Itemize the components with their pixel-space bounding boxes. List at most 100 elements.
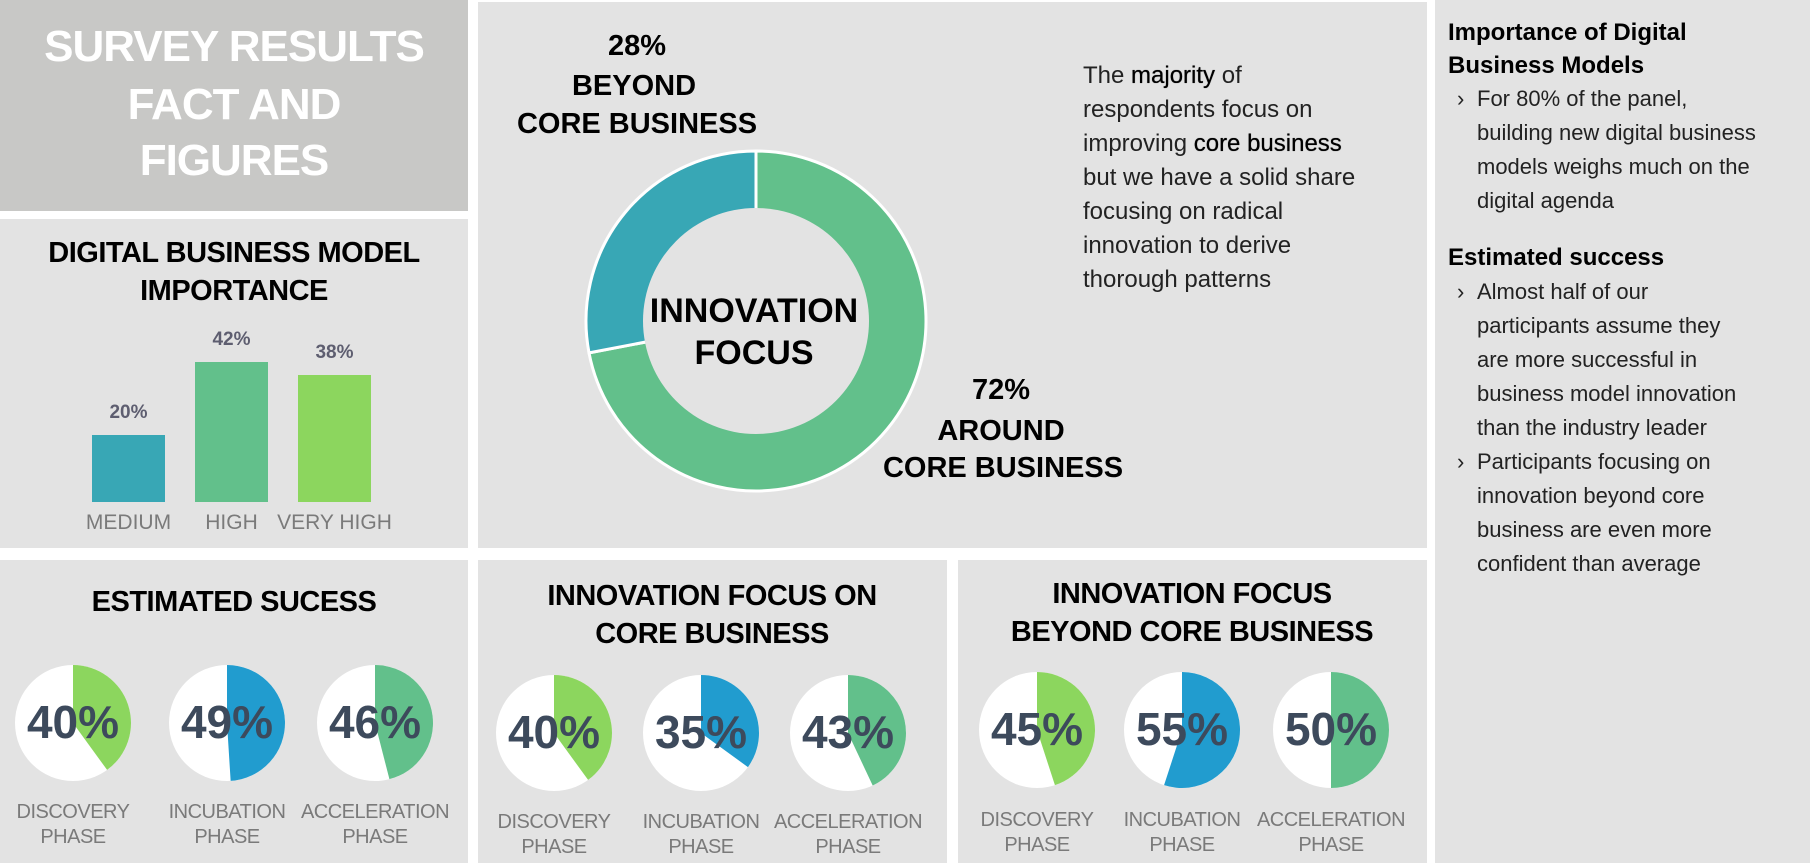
pie-panel-title: INNOVATION FOCUS (1052, 578, 1332, 610)
pie-panel-beyond-core: INNOVATION FOCUS BEYOND CORE BUSINESS 45% D… (958, 560, 1427, 863)
phase-name: DISCOVERY (497, 811, 611, 833)
phase-name: ACCELERATION (1256, 809, 1406, 831)
text: innovation to derive (1083, 232, 1292, 259)
phase-name: ACCELERATION (773, 811, 923, 833)
text: thorough patterns (1083, 266, 1272, 293)
title-line: SURVEY RESULTS (44, 22, 425, 71)
phase-suffix: PHASE (194, 826, 260, 848)
bar-chart-title: IMPORTANCE (140, 275, 328, 307)
around-label: CORE BUSINESS (882, 452, 1124, 484)
bullet-text: digital agenda (1477, 188, 1615, 213)
phase-suffix: PHASE (342, 826, 408, 848)
phase-name: DISCOVERY (16, 801, 130, 823)
pie-slice (1331, 672, 1389, 788)
bullet-text: Almost half of our (1477, 279, 1649, 304)
phase-suffix: PHASE (668, 836, 734, 858)
text: focusing on radical (1083, 198, 1284, 225)
title-line: FIGURES (139, 136, 330, 185)
pie-percent-label: 43% (801, 706, 895, 758)
bullet-text: building new digital business (1477, 120, 1756, 145)
bullet-text: models weighs much on the (1477, 154, 1750, 179)
bar-value-label: 20% (109, 402, 148, 424)
bullet-text: business are even more (1477, 517, 1712, 542)
pie-group (15, 665, 433, 781)
bullet-text: are more successful in (1477, 347, 1698, 372)
pie-slice (1037, 672, 1095, 786)
beyond-label: BEYOND (571, 70, 697, 102)
donut-hole (643, 208, 869, 434)
pie-percent-label: 40% (507, 706, 601, 758)
pie-phase-label: ACCELERATION PHASE (1256, 808, 1406, 858)
bar-high (195, 362, 268, 502)
phase-suffix: PHASE (521, 836, 587, 858)
beyond-label: CORE BUSINESS (516, 108, 758, 140)
emphasis: core business (1193, 130, 1342, 157)
text: The (1083, 62, 1132, 89)
bullet-glyph: › (1457, 86, 1465, 111)
title-box: SURVEY RESULTS FACT AND FIGURES (0, 0, 468, 211)
pie-phase-label: DISCOVERY PHASE (498, 810, 611, 860)
around-pct: 72% (971, 374, 1031, 406)
text: respondents focus on (1083, 96, 1313, 123)
phase-suffix: PHASE (1298, 834, 1364, 856)
phase-suffix: PHASE (1004, 834, 1070, 856)
bar-value-label: 38% (315, 342, 354, 364)
summary-heading: Estimated success (1448, 244, 1665, 271)
pie-group (496, 675, 906, 791)
text: improving (1083, 130, 1194, 157)
pie-panel-estimated-success: ESTIMATED SUCESS 40% DISCOVERY PHASE 49% INCU… (0, 560, 468, 863)
pie-slice (1164, 672, 1240, 788)
bullet-glyph: › (1457, 449, 1465, 474)
pie-panel-core-business: INNOVATION FOCUS ON CORE BUSINESS 40% DISCO… (478, 560, 947, 863)
phase-name: INCUBATION (168, 801, 286, 823)
bullet-text: confident than average (1477, 551, 1701, 576)
pie-percent-label: 49% (180, 696, 274, 748)
pie-panel-title: INNOVATION FOCUS ON (547, 580, 877, 612)
bar-chart-panel: DIGITAL BUSINESS MODEL IMPORTANCE 20% MED… (0, 219, 468, 548)
donut-center-label: INNOVATION (649, 292, 859, 330)
summary-panel: Importance of Digital Business Models › F… (1435, 0, 1810, 863)
bar-category-label: MEDIUM (85, 511, 172, 534)
pie-percent-label: 50% (1284, 703, 1378, 755)
bar-category-label: HIGH (205, 511, 258, 534)
donut-description: The majority of respondents focus on imp… (1083, 59, 1355, 297)
title-line: FACT AND (127, 80, 342, 129)
summary-heading: Business Models (1448, 52, 1645, 79)
pie-percent-label: 40% (26, 696, 120, 748)
phase-suffix: PHASE (40, 826, 106, 848)
phase-name: ACCELERATION (300, 801, 450, 823)
bullet-text: business model innovation (1477, 381, 1737, 406)
bullet-text: For 80% of the panel, (1477, 86, 1688, 111)
text: but we have a solid share (1083, 164, 1356, 191)
around-label: AROUND (937, 415, 1065, 447)
pie-panel-title: BEYOND CORE BUSINESS (1010, 616, 1374, 648)
donut-chart-panel: 28% BEYOND CORE BUSINESS 72% AROUND CORE… (478, 2, 1427, 548)
bullet-glyph: › (1457, 279, 1465, 304)
phase-suffix: PHASE (815, 836, 881, 858)
text: of (1215, 62, 1242, 89)
pie-percent-label: 46% (328, 696, 422, 748)
pie-phase-label: ACCELERATION PHASE (300, 800, 450, 850)
pie-percent-label: 45% (990, 703, 1084, 755)
pie-panel-title: CORE BUSINESS (595, 618, 829, 650)
phase-name: INCUBATION (1123, 809, 1241, 831)
bar-category-label: VERY HIGH (277, 511, 392, 534)
pie-group (979, 672, 1389, 788)
bar-value-label: 42% (212, 329, 251, 351)
pie-phase-label: DISCOVERY PHASE (17, 800, 130, 850)
bullet-text: than the industry leader (1477, 415, 1707, 440)
donut-chart (584, 149, 928, 493)
bullet-text: innovation beyond core (1477, 483, 1705, 508)
pie-phase-label: INCUBATION PHASE (1124, 808, 1241, 858)
pie-percent-label: 35% (654, 706, 748, 758)
pie-panel-title: ESTIMATED SUCESS (91, 586, 377, 618)
pie-phase-label: INCUBATION PHASE (643, 810, 760, 860)
bar-chart-title: DIGITAL BUSINESS MODEL (48, 237, 420, 269)
pie-slice (848, 675, 906, 786)
pie-phase-label: INCUBATION PHASE (169, 800, 286, 850)
bullet-text: Participants focusing on (1477, 449, 1711, 474)
summary-heading: Importance of Digital (1448, 19, 1687, 46)
bar-medium (92, 435, 165, 502)
bar-very-high (298, 375, 371, 502)
pie-slice (73, 665, 131, 770)
